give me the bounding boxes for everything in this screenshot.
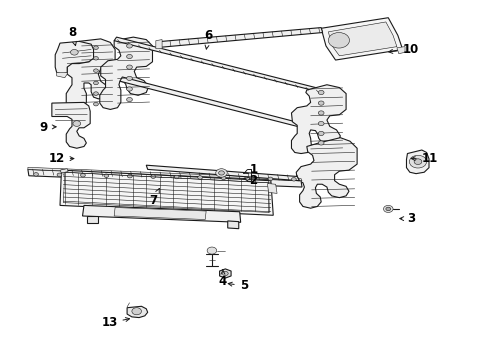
Circle shape [93, 102, 98, 106]
Polygon shape [28, 170, 302, 187]
Circle shape [318, 111, 324, 115]
Text: 1: 1 [244, 163, 257, 176]
Text: 4: 4 [218, 270, 226, 288]
Circle shape [81, 174, 85, 177]
Circle shape [221, 176, 225, 180]
Circle shape [385, 207, 390, 211]
Circle shape [318, 90, 324, 95]
Circle shape [126, 65, 132, 69]
Polygon shape [66, 39, 115, 108]
Circle shape [222, 271, 228, 276]
Polygon shape [100, 37, 152, 109]
Text: 12: 12 [48, 152, 74, 165]
Polygon shape [60, 170, 273, 215]
Circle shape [327, 32, 349, 48]
Polygon shape [227, 221, 238, 229]
Polygon shape [219, 269, 231, 278]
Polygon shape [127, 306, 147, 318]
Polygon shape [87, 216, 98, 223]
Text: 7: 7 [149, 189, 159, 207]
Circle shape [318, 101, 324, 105]
Polygon shape [28, 167, 302, 181]
Polygon shape [82, 206, 240, 222]
Circle shape [126, 98, 132, 102]
Circle shape [413, 159, 421, 165]
Circle shape [408, 155, 426, 168]
Polygon shape [114, 207, 206, 220]
Circle shape [150, 175, 155, 178]
Circle shape [70, 49, 78, 55]
Text: 3: 3 [399, 212, 415, 225]
Polygon shape [60, 169, 68, 173]
Text: 5: 5 [228, 279, 247, 292]
Text: 2: 2 [243, 174, 257, 186]
Text: 8: 8 [68, 26, 76, 46]
Circle shape [126, 76, 132, 81]
Circle shape [383, 206, 392, 212]
Circle shape [318, 141, 324, 145]
Circle shape [126, 87, 132, 91]
Polygon shape [291, 85, 346, 154]
Circle shape [34, 172, 39, 176]
Circle shape [93, 81, 98, 85]
Circle shape [73, 121, 81, 126]
Circle shape [291, 177, 296, 181]
Polygon shape [396, 47, 404, 54]
Text: 13: 13 [101, 316, 129, 329]
Polygon shape [120, 77, 308, 129]
Circle shape [244, 177, 249, 180]
Polygon shape [328, 22, 396, 56]
Circle shape [93, 57, 98, 60]
Polygon shape [114, 37, 321, 92]
Circle shape [57, 173, 62, 176]
Polygon shape [55, 41, 93, 74]
Circle shape [174, 175, 179, 179]
Circle shape [93, 92, 98, 95]
Polygon shape [146, 165, 299, 181]
Circle shape [93, 46, 98, 49]
Polygon shape [296, 138, 356, 208]
Circle shape [126, 44, 132, 48]
Polygon shape [156, 40, 162, 49]
Text: 10: 10 [388, 43, 418, 56]
Polygon shape [57, 72, 67, 78]
Circle shape [126, 54, 132, 59]
Polygon shape [158, 28, 322, 48]
Circle shape [218, 171, 224, 175]
Text: 6: 6 [204, 30, 212, 49]
Text: 9: 9 [40, 121, 56, 134]
Circle shape [207, 247, 216, 254]
Polygon shape [267, 184, 277, 193]
Polygon shape [52, 102, 90, 148]
Polygon shape [321, 18, 402, 60]
Circle shape [318, 121, 324, 126]
Circle shape [197, 176, 202, 179]
Circle shape [318, 131, 324, 136]
Text: 11: 11 [410, 152, 437, 165]
Polygon shape [406, 150, 428, 174]
Circle shape [127, 174, 132, 178]
Circle shape [93, 69, 98, 72]
Circle shape [104, 174, 108, 177]
Circle shape [267, 177, 272, 181]
Circle shape [215, 169, 227, 177]
Circle shape [132, 308, 141, 315]
